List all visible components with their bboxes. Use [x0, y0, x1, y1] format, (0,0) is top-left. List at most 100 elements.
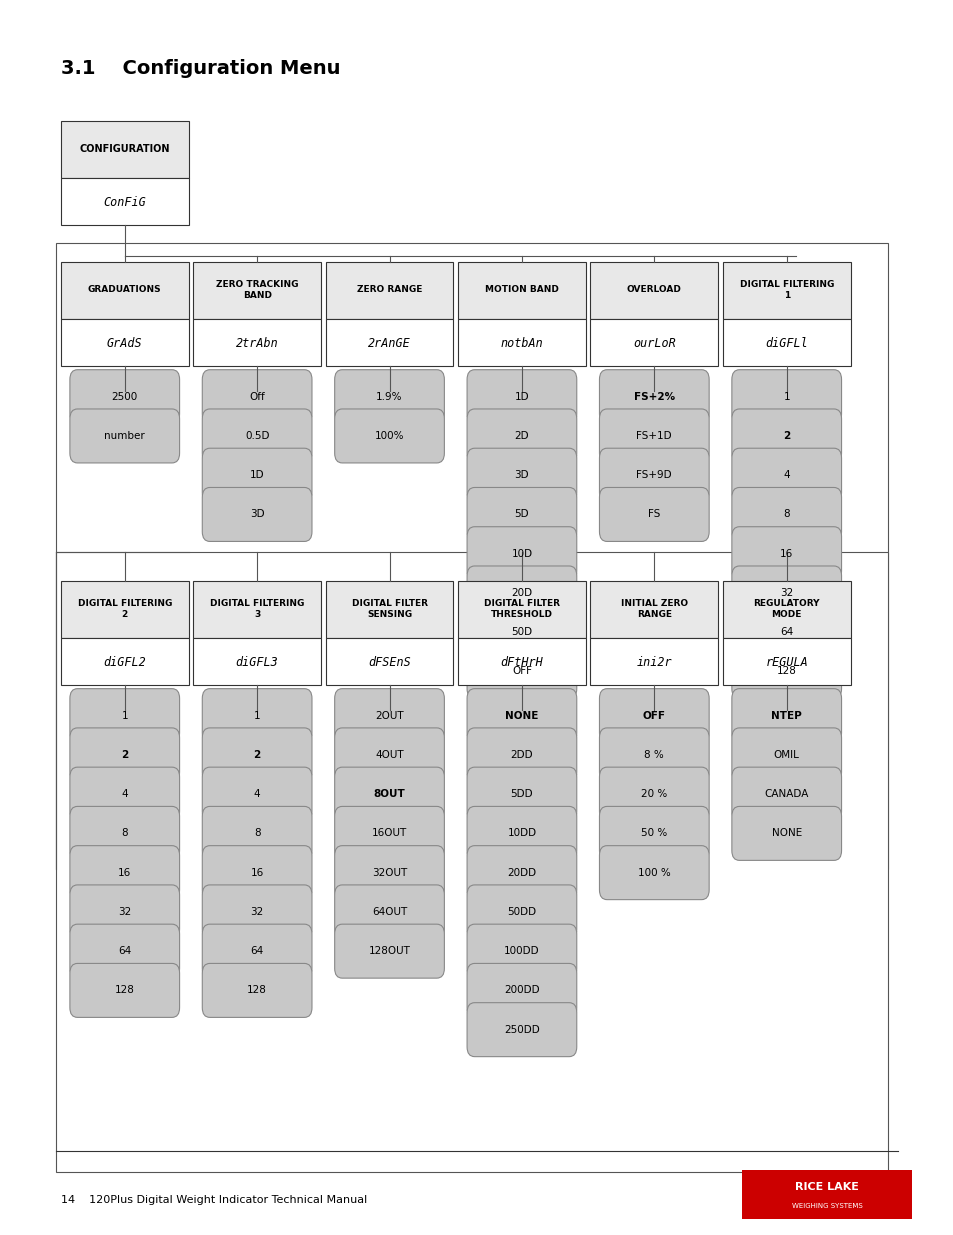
FancyBboxPatch shape — [467, 727, 577, 782]
Text: 4: 4 — [253, 789, 260, 799]
Text: 100 %: 100 % — [638, 868, 670, 878]
FancyBboxPatch shape — [202, 846, 312, 899]
Text: NONE: NONE — [505, 710, 538, 721]
FancyBboxPatch shape — [722, 638, 850, 685]
FancyBboxPatch shape — [467, 846, 577, 899]
FancyBboxPatch shape — [61, 262, 189, 319]
Text: 64: 64 — [251, 946, 263, 956]
FancyBboxPatch shape — [722, 262, 850, 319]
FancyBboxPatch shape — [731, 645, 841, 699]
FancyBboxPatch shape — [325, 638, 453, 685]
FancyBboxPatch shape — [325, 580, 453, 638]
Text: 2: 2 — [253, 750, 260, 760]
FancyBboxPatch shape — [70, 409, 179, 463]
Text: 100DD: 100DD — [503, 946, 539, 956]
Text: 32: 32 — [780, 588, 793, 598]
FancyBboxPatch shape — [731, 806, 841, 861]
Text: 2: 2 — [121, 750, 129, 760]
Text: FS+9D: FS+9D — [636, 471, 672, 480]
FancyBboxPatch shape — [325, 319, 453, 366]
FancyBboxPatch shape — [457, 319, 585, 366]
FancyBboxPatch shape — [70, 963, 179, 1018]
Text: FS+1D: FS+1D — [636, 431, 672, 441]
FancyBboxPatch shape — [731, 369, 841, 424]
FancyBboxPatch shape — [325, 262, 453, 319]
Text: WEIGHING SYSTEMS: WEIGHING SYSTEMS — [791, 1203, 862, 1209]
Text: 10D: 10D — [511, 548, 532, 558]
Text: NONE: NONE — [771, 829, 801, 839]
FancyBboxPatch shape — [598, 806, 708, 861]
Text: 50DD: 50DD — [507, 906, 536, 916]
FancyBboxPatch shape — [731, 767, 841, 821]
FancyBboxPatch shape — [61, 580, 189, 638]
FancyBboxPatch shape — [202, 689, 312, 742]
Text: diGFLl: diGFLl — [764, 337, 807, 350]
FancyBboxPatch shape — [731, 566, 841, 620]
Text: 1: 1 — [121, 710, 128, 721]
Text: 128: 128 — [776, 667, 796, 677]
Text: 20 %: 20 % — [640, 789, 667, 799]
FancyBboxPatch shape — [457, 638, 585, 685]
FancyBboxPatch shape — [731, 689, 841, 742]
FancyBboxPatch shape — [202, 924, 312, 978]
Text: ZERO RANGE: ZERO RANGE — [356, 285, 422, 294]
FancyBboxPatch shape — [467, 806, 577, 861]
Text: DIGITAL FILTER
SENSING: DIGITAL FILTER SENSING — [351, 599, 427, 619]
Text: OVERLOAD: OVERLOAD — [626, 285, 681, 294]
Text: dFSEnS: dFSEnS — [368, 656, 411, 668]
FancyBboxPatch shape — [467, 526, 577, 580]
FancyBboxPatch shape — [467, 488, 577, 541]
Text: 8 %: 8 % — [644, 750, 663, 760]
FancyBboxPatch shape — [467, 369, 577, 424]
Text: 128: 128 — [247, 986, 267, 995]
FancyBboxPatch shape — [731, 526, 841, 580]
Text: OFF: OFF — [512, 667, 532, 677]
FancyBboxPatch shape — [335, 727, 444, 782]
Text: 5D: 5D — [514, 510, 529, 520]
FancyBboxPatch shape — [70, 767, 179, 821]
Text: REGULATORY
MODE: REGULATORY MODE — [753, 599, 819, 619]
FancyBboxPatch shape — [590, 638, 718, 685]
Text: 64: 64 — [780, 627, 793, 637]
Text: 32: 32 — [118, 906, 132, 916]
FancyBboxPatch shape — [202, 806, 312, 861]
FancyBboxPatch shape — [70, 806, 179, 861]
Text: 3D: 3D — [514, 471, 529, 480]
FancyBboxPatch shape — [590, 262, 718, 319]
FancyBboxPatch shape — [467, 885, 577, 939]
Text: 3.1    Configuration Menu: 3.1 Configuration Menu — [61, 59, 340, 78]
FancyBboxPatch shape — [70, 369, 179, 424]
FancyBboxPatch shape — [335, 409, 444, 463]
FancyBboxPatch shape — [335, 885, 444, 939]
Text: 8: 8 — [121, 829, 128, 839]
FancyBboxPatch shape — [731, 605, 841, 659]
Text: 8: 8 — [253, 829, 260, 839]
Text: GRADUATIONS: GRADUATIONS — [88, 285, 161, 294]
FancyBboxPatch shape — [598, 846, 708, 899]
Text: Off: Off — [249, 391, 265, 401]
Text: DIGITAL FILTERING
1: DIGITAL FILTERING 1 — [739, 280, 833, 300]
FancyBboxPatch shape — [335, 924, 444, 978]
Text: 20DD: 20DD — [507, 868, 536, 878]
FancyBboxPatch shape — [202, 727, 312, 782]
Text: 14    120Plus Digital Weight Indicator Technical Manual: 14 120Plus Digital Weight Indicator Tech… — [61, 1195, 367, 1205]
FancyBboxPatch shape — [722, 580, 850, 638]
FancyBboxPatch shape — [335, 846, 444, 899]
Text: 3D: 3D — [250, 510, 264, 520]
Text: ZERO TRACKING
BAND: ZERO TRACKING BAND — [215, 280, 298, 300]
Text: FS: FS — [647, 510, 659, 520]
FancyBboxPatch shape — [598, 727, 708, 782]
FancyBboxPatch shape — [598, 689, 708, 742]
FancyBboxPatch shape — [56, 552, 887, 1172]
Text: 4: 4 — [782, 471, 789, 480]
FancyBboxPatch shape — [202, 488, 312, 541]
Text: 1.9%: 1.9% — [375, 391, 402, 401]
Text: 32OUT: 32OUT — [372, 868, 407, 878]
FancyBboxPatch shape — [731, 727, 841, 782]
FancyBboxPatch shape — [202, 409, 312, 463]
FancyBboxPatch shape — [467, 689, 577, 742]
Text: 8OUT: 8OUT — [374, 789, 405, 799]
Text: diGFL2: diGFL2 — [103, 656, 146, 668]
Text: NTEP: NTEP — [771, 710, 801, 721]
FancyBboxPatch shape — [598, 409, 708, 463]
